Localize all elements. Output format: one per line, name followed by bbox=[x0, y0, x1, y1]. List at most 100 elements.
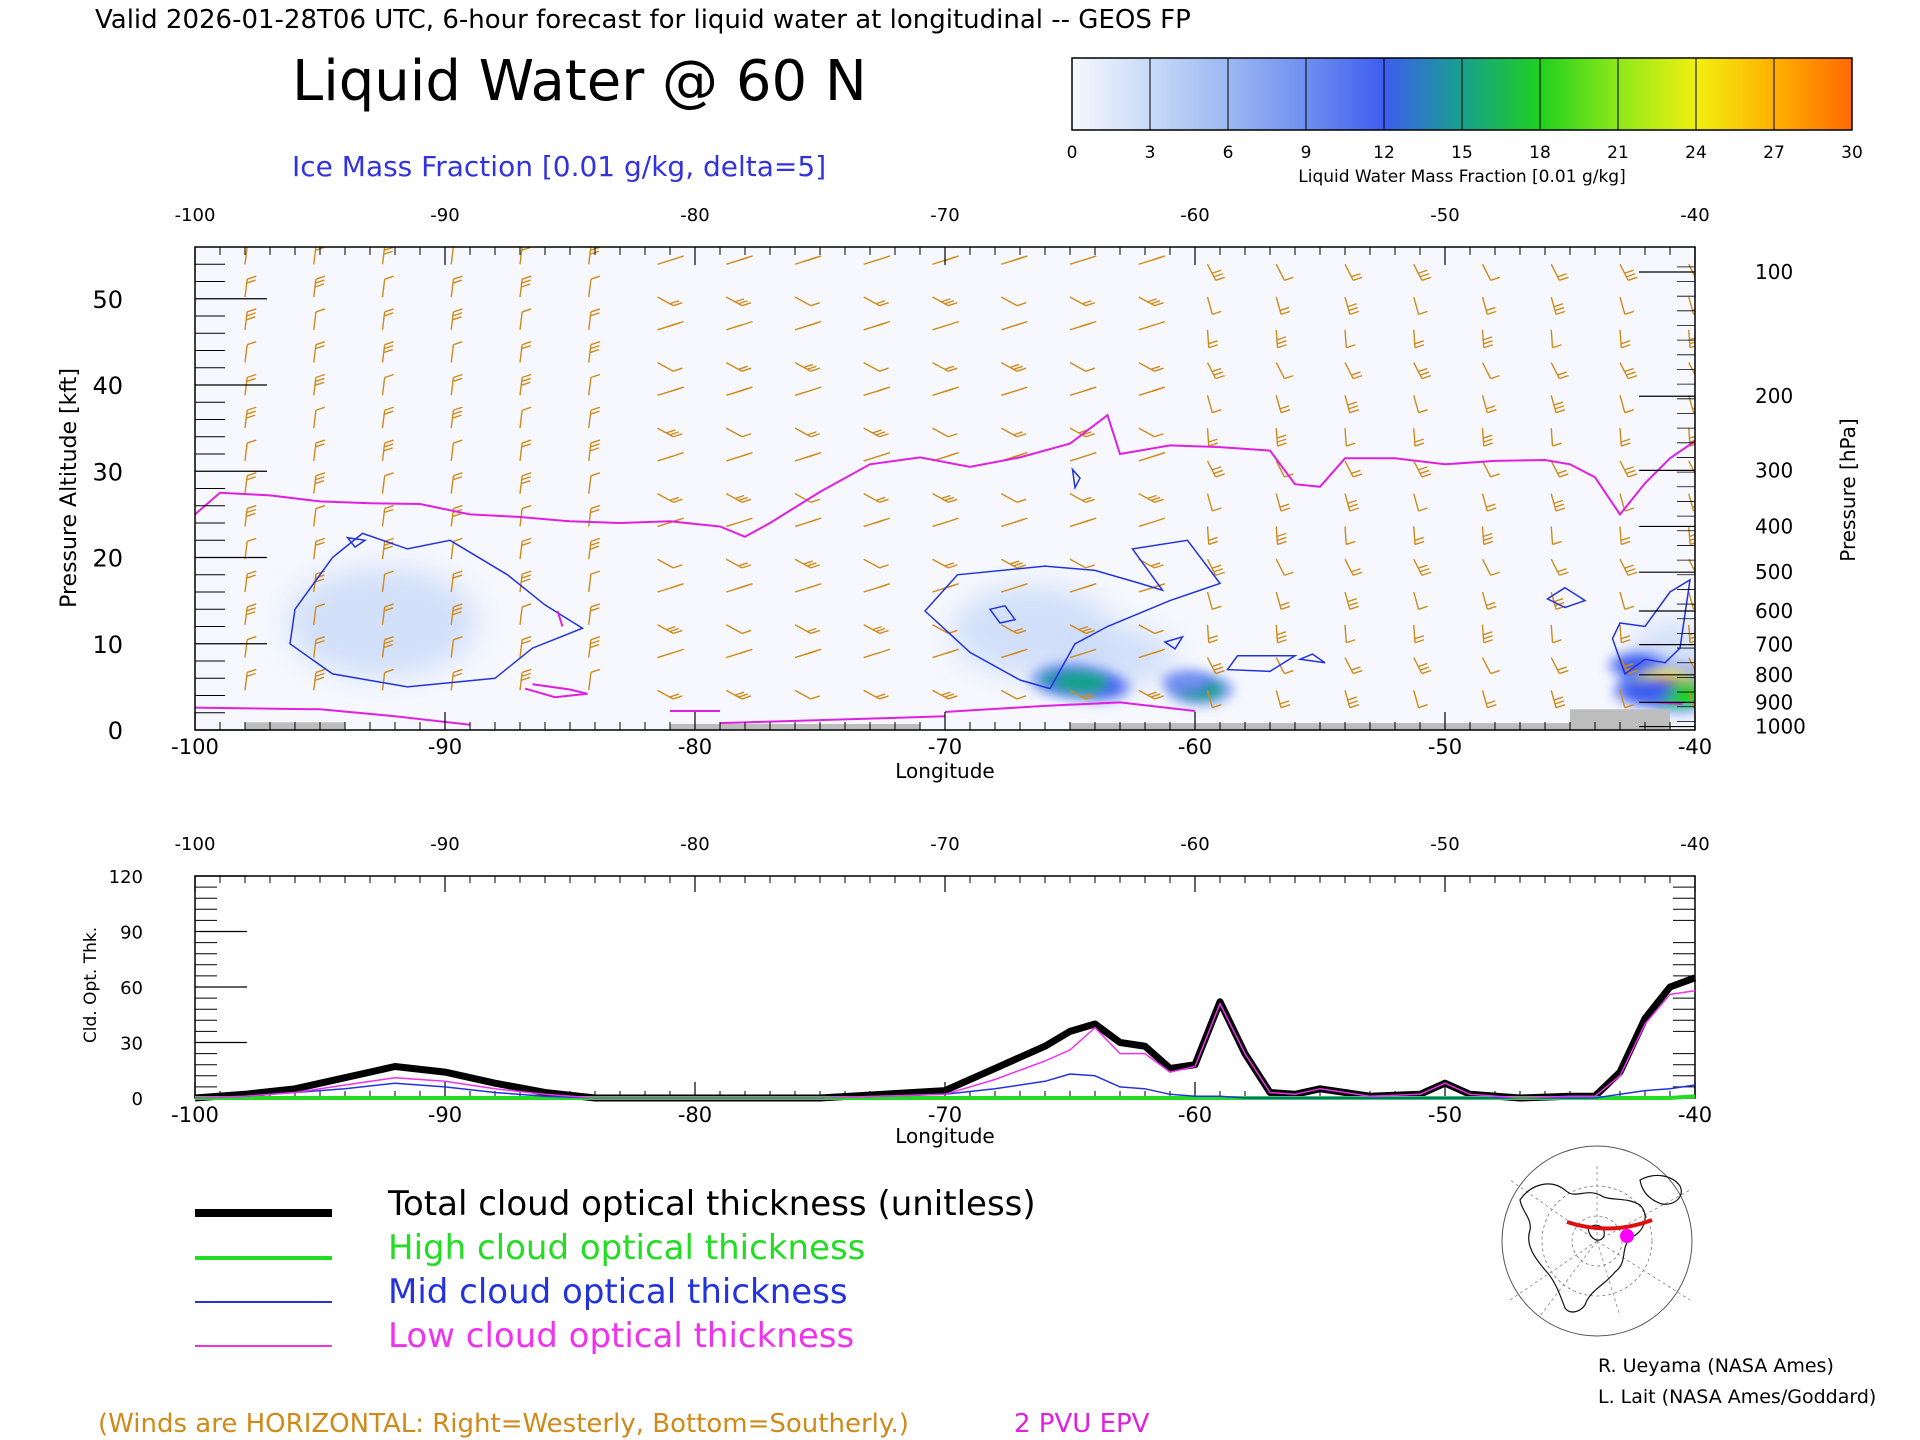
wind-barb bbox=[450, 275, 463, 298]
wind-barb bbox=[1481, 460, 1500, 478]
wind-barb bbox=[519, 603, 532, 625]
wind-barb bbox=[1550, 329, 1562, 349]
liquid-water-blob bbox=[1169, 673, 1206, 690]
wind-barb bbox=[1550, 526, 1562, 546]
wind-barb bbox=[1688, 591, 1695, 611]
wind-barb bbox=[1138, 296, 1164, 307]
wind-barb bbox=[244, 373, 257, 396]
wind-barb bbox=[1688, 296, 1695, 316]
top-xlabel: Longitude bbox=[895, 759, 994, 783]
wind-barb bbox=[519, 406, 532, 429]
wind-barb bbox=[657, 648, 684, 659]
legend: Total cloud optical thickness (unitless)… bbox=[195, 1184, 1036, 1356]
wind-barb bbox=[932, 517, 959, 528]
wind-barb bbox=[313, 472, 326, 494]
wind-barb bbox=[932, 255, 959, 265]
wind-barb bbox=[932, 558, 958, 569]
legend-label-low: Low cloud optical thickness bbox=[388, 1316, 854, 1356]
wind-barb bbox=[1481, 657, 1500, 675]
bottom-x-tick-label-top: -100 bbox=[175, 834, 216, 855]
wind-barb bbox=[1001, 648, 1028, 659]
liquid-water-blob bbox=[1056, 670, 1109, 695]
wind-barb bbox=[1688, 493, 1695, 512]
wind-barb bbox=[726, 320, 753, 331]
wind-barb bbox=[1481, 591, 1497, 611]
wind-barb bbox=[381, 373, 394, 396]
ice-contour bbox=[1545, 586, 1587, 609]
colorbar-tick-label: 6 bbox=[1223, 143, 1234, 163]
wind-barb bbox=[1550, 263, 1569, 281]
wind-barb bbox=[863, 451, 891, 462]
colorbar: 0 3 6 9 12 15 18 21 24 27 30 Liquid Water Mass Fra… bbox=[1067, 57, 1863, 187]
wind-barb bbox=[1344, 428, 1356, 447]
optical-thickness-frame bbox=[194, 875, 1696, 1099]
wind-barb bbox=[657, 320, 684, 331]
low-optical-thickness-line bbox=[194, 989, 1696, 1099]
wind-barb bbox=[657, 583, 684, 593]
subtitle: Ice Mass Fraction [0.01 g/kg, delta=5] bbox=[292, 150, 826, 183]
wind-barb bbox=[1344, 493, 1360, 512]
wind-barb bbox=[863, 624, 889, 635]
inset-map-latitude-ring-inner bbox=[1571, 1215, 1623, 1267]
y-tick-label: 0 bbox=[108, 717, 123, 745]
wind-barb bbox=[588, 668, 601, 691]
wind-barb bbox=[657, 255, 684, 265]
pressure-tick-label: 400 bbox=[1755, 514, 1793, 538]
wind-barb bbox=[1550, 690, 1566, 709]
wind-barb bbox=[1413, 591, 1428, 611]
wind-barb bbox=[1069, 624, 1096, 635]
inset-map bbox=[1498, 1145, 1696, 1337]
wind-barb bbox=[1550, 493, 1566, 512]
wind-barb bbox=[932, 386, 959, 397]
wind-barb bbox=[1206, 395, 1222, 414]
wind-barb bbox=[794, 493, 821, 503]
wind-barb bbox=[1344, 263, 1363, 281]
wind-barb bbox=[1619, 690, 1635, 709]
wind-barb bbox=[1206, 362, 1225, 380]
wind-barb bbox=[1206, 526, 1218, 546]
colorbar-tick-label: 30 bbox=[1841, 143, 1863, 163]
wind-barb bbox=[519, 341, 532, 363]
x-tick-label: -50 bbox=[1428, 735, 1462, 759]
wind-barb bbox=[1344, 460, 1363, 478]
wind-barb bbox=[863, 427, 889, 438]
wind-barb bbox=[1688, 657, 1695, 672]
wind-barb bbox=[588, 439, 601, 461]
wind-barb bbox=[1413, 526, 1425, 546]
wind-barb bbox=[519, 668, 532, 691]
wind-barb bbox=[313, 603, 326, 625]
wind-barb bbox=[519, 247, 531, 265]
low-pv-contour bbox=[195, 706, 471, 726]
wind-barb bbox=[1206, 690, 1222, 709]
colorbar-tick-labels: 0 3 6 9 12 15 18 21 24 27 30 bbox=[1067, 143, 1863, 163]
bottom-ylabel: Cld. Opt. Thk. bbox=[81, 927, 101, 1043]
wind-barb bbox=[588, 472, 601, 494]
wind-barb bbox=[450, 537, 463, 560]
wind-barb bbox=[794, 361, 821, 372]
x-tick-label-top: -40 bbox=[1680, 205, 1709, 226]
wind-barb bbox=[794, 583, 822, 593]
wind-barb bbox=[519, 472, 532, 494]
wind-barb bbox=[1069, 320, 1097, 331]
bottom-xlabel: Longitude bbox=[895, 1124, 994, 1148]
wind-barb bbox=[1413, 362, 1432, 380]
bottom-y-tick-label: 120 bbox=[109, 867, 143, 888]
wind-barb bbox=[932, 493, 958, 503]
optical-thickness-axes: -100 -100 -90 -90 -80 -80 -70 -70 -60 -60 -50 -50 -4… bbox=[109, 834, 1713, 1127]
colorbar-swatches bbox=[1071, 57, 1853, 131]
bottom-x-tick-label-top: -40 bbox=[1680, 834, 1709, 855]
wind-barb bbox=[1138, 493, 1164, 503]
wind-barb bbox=[313, 636, 326, 658]
inset-map-globe bbox=[1501, 1145, 1693, 1337]
optical-thickness-panel: -100 -100 -90 -90 -80 -80 -70 -70 -60 -60 -50 -50 -4… bbox=[81, 834, 1712, 1148]
x-tick-label-top: -100 bbox=[175, 205, 216, 226]
wind-barb bbox=[657, 451, 684, 462]
wind-barb bbox=[1206, 493, 1222, 512]
bottom-x-tick-label-top: -60 bbox=[1180, 834, 1209, 855]
wind-barb bbox=[863, 296, 889, 307]
liquid-water-blob bbox=[1622, 680, 1668, 702]
wind-barb bbox=[1344, 296, 1360, 316]
wind-barb bbox=[1688, 690, 1695, 709]
y-tick-label: 30 bbox=[92, 458, 123, 486]
wind-barb bbox=[1069, 386, 1097, 397]
